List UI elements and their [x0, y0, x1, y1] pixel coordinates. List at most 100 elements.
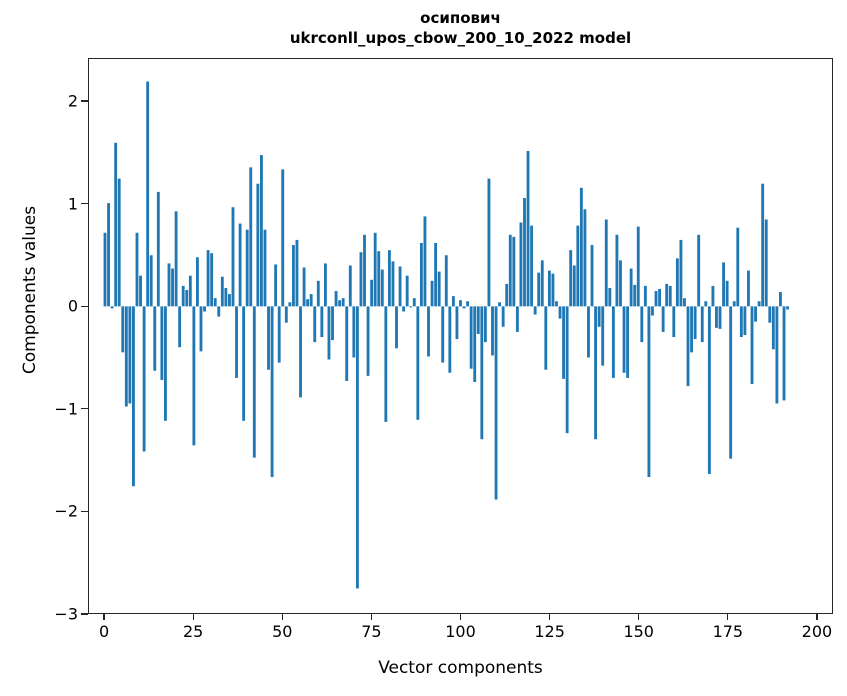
bar — [270, 306, 274, 478]
bar — [690, 306, 693, 353]
bar — [171, 268, 174, 307]
chart-title-line-1: осипович — [420, 9, 501, 27]
bar — [437, 271, 441, 307]
x-tick-label: 200 — [801, 622, 833, 641]
bar — [519, 222, 523, 307]
y-tick-mark — [81, 613, 88, 615]
bar — [284, 306, 288, 323]
bar — [754, 306, 757, 322]
bar — [779, 292, 782, 307]
bar — [636, 226, 640, 307]
bar — [729, 306, 733, 459]
bar — [391, 261, 395, 307]
x-tick-label: 25 — [182, 622, 204, 641]
bar — [124, 306, 128, 407]
bar — [675, 258, 679, 307]
bar — [672, 306, 676, 338]
bar — [153, 306, 157, 371]
x-tick-label: 150 — [623, 622, 654, 641]
x-tick-mark — [548, 613, 551, 620]
bar — [583, 209, 587, 307]
bar — [736, 227, 740, 307]
y-tick-label: −2 — [54, 501, 78, 521]
bar — [544, 306, 548, 370]
bar — [377, 251, 381, 307]
bar — [775, 306, 779, 404]
bar — [665, 283, 669, 307]
bar — [213, 298, 217, 307]
bar — [331, 306, 334, 341]
bar — [643, 285, 647, 307]
bar — [323, 263, 327, 307]
bar — [259, 155, 263, 307]
bar — [487, 178, 491, 307]
bar — [220, 276, 224, 307]
bar — [363, 234, 366, 307]
bar — [466, 301, 470, 307]
bar — [569, 250, 573, 307]
bar — [249, 167, 253, 307]
chart-title: осипович ukrconll_upos_cbow_200_10_2022 … — [88, 8, 833, 48]
bar — [302, 267, 306, 307]
bar — [608, 287, 612, 307]
bar — [508, 234, 512, 307]
bar — [196, 257, 199, 307]
bar — [761, 183, 765, 307]
plot-axes — [88, 58, 833, 614]
bar — [384, 306, 388, 422]
bar — [626, 306, 630, 378]
bar — [263, 229, 267, 307]
bar — [128, 306, 132, 404]
y-tick-mark — [81, 305, 88, 307]
bar — [405, 275, 409, 307]
bar — [533, 306, 537, 315]
bar — [747, 270, 750, 307]
bar — [697, 234, 701, 307]
bar — [107, 203, 110, 307]
bar — [146, 81, 150, 307]
bar — [132, 306, 135, 487]
bar — [693, 306, 697, 340]
bar — [423, 216, 427, 307]
bar — [558, 306, 562, 319]
bar — [771, 306, 775, 350]
bar — [483, 306, 487, 343]
bar — [117, 178, 121, 307]
bar — [700, 306, 704, 343]
bar — [380, 269, 384, 307]
bar — [427, 306, 430, 357]
bar — [640, 306, 644, 343]
bar — [597, 306, 601, 327]
y-tick-label: 0 — [67, 296, 78, 316]
x-axis-label: Vector components — [378, 658, 543, 678]
bar — [156, 191, 160, 307]
bar — [601, 306, 605, 366]
bar — [419, 242, 423, 307]
y-tick-mark — [81, 203, 88, 205]
bar — [498, 302, 502, 307]
chart-title-line-2: ukrconll_upos_cbow_200_10_2022 model — [289, 29, 632, 47]
bar — [267, 306, 270, 370]
x-tick-mark — [638, 613, 640, 620]
bar — [164, 306, 167, 421]
x-tick-mark — [281, 613, 283, 620]
y-tick-mark — [81, 100, 88, 102]
bar — [594, 306, 598, 440]
bar — [416, 306, 420, 420]
bar — [409, 306, 413, 308]
bar — [139, 275, 142, 307]
bar — [718, 306, 722, 329]
bar — [551, 273, 555, 307]
bar — [274, 264, 278, 307]
bar — [469, 306, 473, 369]
bar — [565, 306, 569, 434]
bar — [348, 265, 352, 307]
bar — [135, 232, 139, 307]
x-tick-mark — [816, 613, 818, 620]
bar — [722, 262, 725, 307]
bar — [188, 275, 192, 307]
bar — [622, 306, 626, 373]
bar — [750, 306, 754, 385]
bar — [732, 301, 736, 307]
